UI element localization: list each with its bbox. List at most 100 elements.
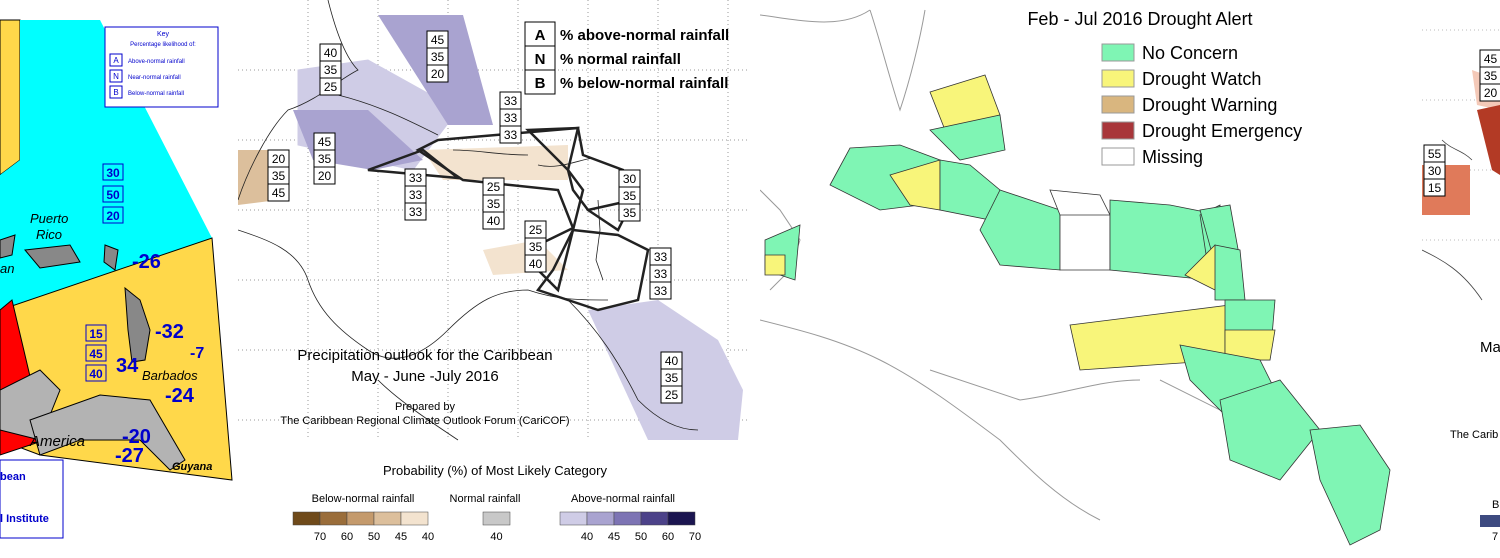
- map-panel-4: 45 35 20 55 30 15 Ma The Carib B 7: [1422, 0, 1500, 558]
- svg-text:55: 55: [1428, 147, 1442, 161]
- region-jamaica: [979, 189, 1061, 271]
- outlook-box-2: 33 33 33: [499, 91, 522, 144]
- outlook-box-7: 30 35 35: [618, 169, 641, 222]
- prepared-by-forum: The Caribbean Regional Climate Outlook F…: [280, 415, 569, 427]
- label-an: an: [0, 261, 14, 276]
- tick-fragment: 7: [1492, 531, 1498, 543]
- svg-text:25: 25: [487, 180, 501, 194]
- anomaly-26: -26: [132, 251, 161, 273]
- bar-tick: 50: [368, 531, 380, 543]
- bar-below: 70 60 50 45 40: [292, 511, 434, 543]
- region-suriname: [1309, 424, 1391, 546]
- svg-text:35: 35: [487, 197, 501, 211]
- bar-swatch: [667, 511, 696, 526]
- svg-text:40: 40: [324, 46, 338, 60]
- zone-cyan: [0, 20, 212, 310]
- bar-swatch: [586, 511, 615, 526]
- key-label-a: Above-normal rainfall: [128, 59, 185, 65]
- credit-box: [0, 459, 64, 539]
- svg-text:40: 40: [665, 354, 679, 368]
- anomaly-20: -20: [122, 426, 151, 448]
- zone-box-yellow: 15 45 40: [85, 324, 107, 382]
- legend-label: No Concern: [1142, 43, 1238, 63]
- svg-text:35: 35: [318, 152, 332, 166]
- region-bahamas: [929, 114, 1006, 161]
- legend-letter-b: B: [535, 75, 546, 92]
- svg-text:25: 25: [529, 223, 543, 237]
- island: [103, 244, 119, 271]
- region-watch-windward: [1224, 329, 1276, 361]
- svg-text:30: 30: [623, 172, 637, 186]
- svg-text:33: 33: [409, 188, 423, 202]
- legend-label-b: % below-normal rainfall: [560, 75, 728, 92]
- coastlines: [238, 0, 699, 441]
- drought-legend: No Concern Drought Watch Drought Warning Dr…: [1101, 43, 1302, 167]
- land-south-america: [29, 394, 186, 471]
- drought-regions: [764, 74, 1391, 546]
- outlook-title: Precipitation outlook for the Caribbean: [297, 347, 552, 364]
- svg-text:45: 45: [272, 186, 286, 200]
- outlook-box-8: 25 35 40: [524, 220, 547, 273]
- bar-tick: 70: [314, 531, 326, 543]
- map-panel-1: Key Percentage likelihood of: A Above-no…: [0, 0, 235, 558]
- bar-below-label: Below-normal rainfall: [312, 493, 415, 505]
- zone-yellow-top: [0, 19, 21, 176]
- legend-outlook: A N B % above-normal rainfall % normal r…: [524, 21, 729, 95]
- svg-text:45: 45: [89, 347, 103, 361]
- svg-text:35: 35: [665, 371, 679, 385]
- svg-text:20: 20: [106, 209, 120, 223]
- svg-text:15: 15: [89, 327, 103, 341]
- outlook-box-1: 45 35 20: [426, 30, 449, 83]
- outlook-box-6: 25 35 40: [482, 177, 505, 230]
- region-guyana: [1219, 379, 1321, 481]
- bar-tick: 40: [422, 531, 434, 543]
- prepared-by: Prepared by: [395, 401, 455, 413]
- svg-text:35: 35: [529, 240, 543, 254]
- bar-tick: 60: [341, 531, 353, 543]
- svg-text:20: 20: [431, 67, 445, 81]
- svg-text:35: 35: [623, 189, 637, 203]
- probability-title: Probability (%) of Most Likely Category: [383, 463, 607, 478]
- region-leeward-2: [1214, 244, 1246, 301]
- outlook-box-3: 45 35 20: [313, 132, 336, 185]
- drought-title: Feb - Jul 2016 Drought Alert: [1027, 9, 1252, 29]
- svg-text:40: 40: [89, 367, 103, 381]
- legend-swatch: [1101, 95, 1135, 114]
- svg-text:33: 33: [654, 250, 668, 264]
- svg-text:40: 40: [487, 214, 501, 228]
- bar-normal: 40: [482, 511, 511, 543]
- anomaly-34: 34: [116, 355, 139, 377]
- svg-text:33: 33: [409, 205, 423, 219]
- bar-swatch: [346, 511, 375, 526]
- outlook-box-left: 55 30 15: [1423, 144, 1446, 197]
- svg-text:35: 35: [1484, 69, 1498, 83]
- outlook-box-4: 20 35 45: [267, 149, 290, 202]
- region-watch-belize: [764, 254, 786, 276]
- svg-text:20: 20: [1484, 86, 1498, 100]
- bar-swatch: [640, 511, 669, 526]
- key-letter-a: A: [113, 56, 119, 65]
- key-title: Key: [157, 31, 170, 38]
- label-rico: Rico: [36, 227, 62, 242]
- region-dark: [1477, 105, 1500, 175]
- bar-tick: 70: [689, 531, 701, 543]
- label-puerto: Puerto: [30, 211, 68, 226]
- legend-label-a: % above-normal rainfall: [560, 27, 729, 44]
- svg-text:33: 33: [409, 171, 423, 185]
- map-2: A N B % above-normal rainfall % normal r…: [238, 0, 748, 543]
- credit-institute: l Institute: [0, 513, 49, 525]
- svg-text:33: 33: [504, 94, 518, 108]
- bar-swatch: [482, 511, 511, 526]
- bar-swatch: [559, 511, 588, 526]
- map-panel-2: A N B % above-normal rainfall % normal r…: [238, 0, 748, 558]
- bar-swatch: [319, 511, 348, 526]
- svg-text:45: 45: [318, 135, 332, 149]
- svg-text:33: 33: [504, 128, 518, 142]
- key-box: [104, 26, 219, 108]
- svg-text:25: 25: [665, 388, 679, 402]
- key-letter-n: N: [113, 72, 119, 81]
- svg-text:45: 45: [431, 33, 445, 47]
- key-letter-b: B: [113, 88, 118, 97]
- label-guyana: Guyana: [172, 461, 212, 473]
- svg-text:25: 25: [324, 80, 338, 94]
